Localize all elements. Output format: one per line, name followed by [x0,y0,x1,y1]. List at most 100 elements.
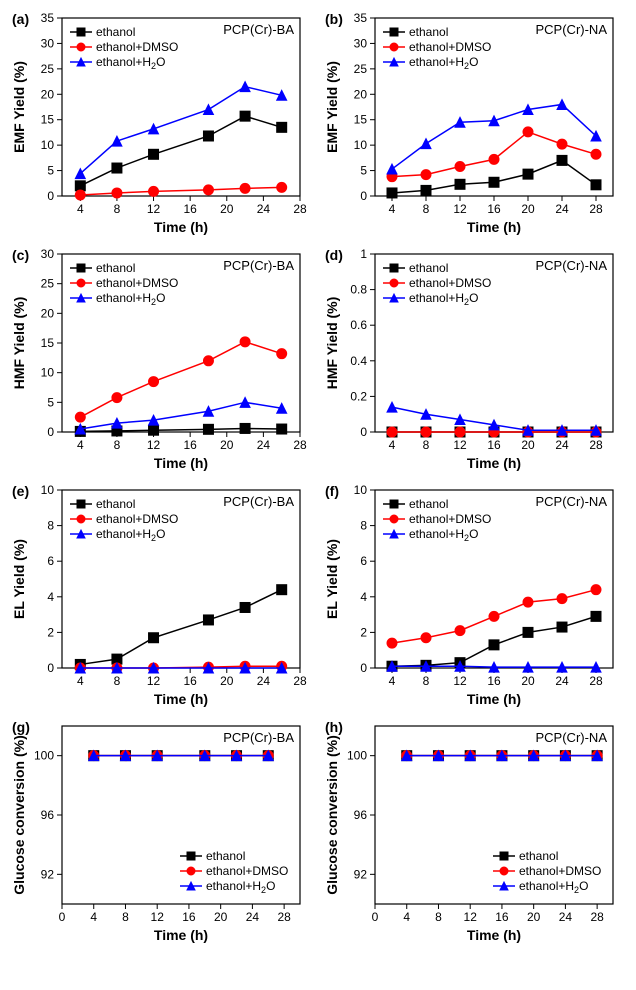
svg-text:28: 28 [293,202,307,216]
svg-text:24: 24 [257,438,271,452]
svg-text:24: 24 [555,438,569,452]
svg-text:25: 25 [41,277,55,291]
svg-text:24: 24 [555,202,569,216]
svg-text:25: 25 [354,62,368,76]
svg-text:16: 16 [183,438,197,452]
svg-text:(a): (a) [12,11,29,27]
panel-b: 48121620242805101520253035Time (h)EMF Yi… [323,10,626,240]
svg-text:28: 28 [293,674,307,688]
svg-text:EMF Yield (%): EMF Yield (%) [11,61,27,153]
svg-text:(g): (g) [12,719,30,735]
svg-text:PCP(Cr)-BA: PCP(Cr)-BA [223,22,294,37]
svg-text:4: 4 [360,590,367,604]
svg-text:35: 35 [354,11,368,25]
chart-grid: 48121620242805101520253035Time (h)EMF Yi… [10,10,626,948]
svg-text:Time (h): Time (h) [154,219,208,235]
svg-text:ethanol: ethanol [519,849,558,863]
svg-text:0.8: 0.8 [350,283,367,297]
panel-e: 4812162024280246810Time (h)EL Yield (%)(… [10,482,313,712]
svg-text:4: 4 [389,438,396,452]
svg-text:0.4: 0.4 [350,354,367,368]
svg-text:16: 16 [183,674,197,688]
svg-text:(h): (h) [325,719,343,735]
svg-text:20: 20 [521,202,535,216]
svg-text:(c): (c) [12,247,29,263]
svg-text:8: 8 [47,519,54,533]
svg-text:ethanol: ethanol [96,25,135,39]
svg-text:EL Yield (%): EL Yield (%) [324,539,340,619]
svg-text:8: 8 [122,910,129,924]
svg-text:EMF Yield (%): EMF Yield (%) [324,61,340,153]
svg-text:Time (h): Time (h) [154,927,208,943]
svg-text:12: 12 [147,674,161,688]
svg-text:ethanol+H2O: ethanol+H2O [409,55,478,71]
svg-text:10: 10 [41,138,55,152]
svg-text:(d): (d) [325,247,343,263]
svg-text:100: 100 [347,749,367,763]
svg-text:10: 10 [41,366,55,380]
svg-text:0: 0 [372,910,379,924]
panel-c: 481216202428051015202530Time (h)HMF Yiel… [10,246,313,476]
svg-text:ethanol: ethanol [96,497,135,511]
svg-text:25: 25 [41,62,55,76]
svg-text:5: 5 [47,395,54,409]
svg-text:15: 15 [41,336,55,350]
svg-text:20: 20 [521,438,535,452]
svg-text:16: 16 [487,438,501,452]
svg-text:100: 100 [34,749,54,763]
svg-text:ethanol: ethanol [409,25,448,39]
svg-text:Time (h): Time (h) [467,691,521,707]
svg-text:(b): (b) [325,11,343,27]
svg-text:12: 12 [453,202,467,216]
svg-text:30: 30 [41,36,55,50]
svg-text:12: 12 [151,910,165,924]
svg-text:8: 8 [423,202,430,216]
svg-text:0.6: 0.6 [350,318,367,332]
svg-text:4: 4 [403,910,410,924]
svg-text:28: 28 [293,438,307,452]
svg-text:ethanol: ethanol [409,261,448,275]
svg-text:4: 4 [77,438,84,452]
svg-text:2: 2 [360,625,367,639]
svg-text:PCP(Cr)-NA: PCP(Cr)-NA [536,258,608,273]
svg-text:96: 96 [354,808,368,822]
panel-f: 4812162024280246810Time (h)EL Yield (%)(… [323,482,626,712]
svg-text:PCP(Cr)-BA: PCP(Cr)-BA [223,494,294,509]
svg-text:15: 15 [41,113,55,127]
svg-text:24: 24 [257,202,271,216]
svg-text:Time (h): Time (h) [154,691,208,707]
svg-text:4: 4 [77,202,84,216]
svg-text:ethanol+H2O: ethanol+H2O [96,527,165,543]
svg-text:Time (h): Time (h) [467,927,521,943]
svg-text:96: 96 [41,808,55,822]
svg-text:6: 6 [47,554,54,568]
svg-text:2: 2 [47,625,54,639]
svg-text:8: 8 [423,438,430,452]
svg-text:0: 0 [47,661,54,675]
svg-text:0: 0 [59,910,66,924]
svg-text:ethanol+DMSO: ethanol+DMSO [409,40,491,54]
svg-text:0: 0 [360,661,367,675]
svg-text:HMF Yield (%): HMF Yield (%) [11,297,27,390]
svg-text:4: 4 [77,674,84,688]
panel-d: 48121620242800.20.40.60.81Time (h)HMF Yi… [323,246,626,476]
svg-text:8: 8 [114,202,121,216]
svg-text:Time (h): Time (h) [467,455,521,471]
svg-text:ethanol+H2O: ethanol+H2O [96,291,165,307]
svg-text:20: 20 [41,306,55,320]
svg-text:1: 1 [360,247,367,261]
svg-text:28: 28 [277,910,291,924]
panel-h: 04812162024289296100Time (h)Glucose conv… [323,718,626,948]
svg-text:Time (h): Time (h) [154,455,208,471]
svg-text:HMF Yield (%): HMF Yield (%) [324,297,340,390]
svg-text:20: 20 [521,674,535,688]
svg-text:20: 20 [214,910,228,924]
svg-text:0: 0 [47,425,54,439]
panel-a: 48121620242805101520253035Time (h)EMF Yi… [10,10,313,240]
svg-text:16: 16 [487,674,501,688]
svg-text:8: 8 [423,674,430,688]
svg-text:20: 20 [220,438,234,452]
svg-text:Time (h): Time (h) [467,219,521,235]
svg-text:ethanol+DMSO: ethanol+DMSO [409,276,491,290]
svg-text:15: 15 [354,113,368,127]
